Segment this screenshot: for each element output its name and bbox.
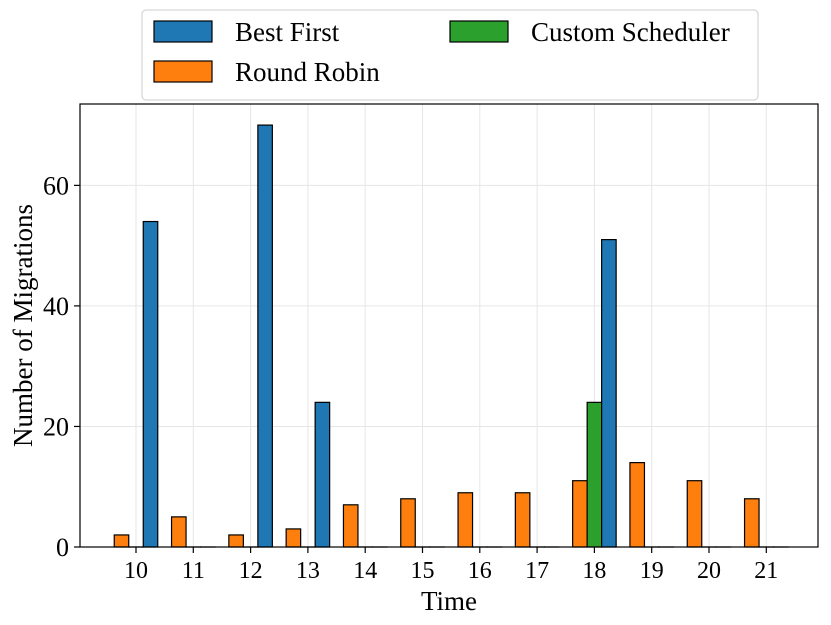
x-tick-label: 13 <box>296 558 320 584</box>
x-tick-label: 18 <box>582 558 606 584</box>
bar-round-robin <box>113 534 130 548</box>
bar-round-robin <box>285 528 302 548</box>
x-tick-label: 17 <box>525 558 549 584</box>
bar-round-robin <box>342 504 359 548</box>
bar-round-robin <box>572 480 588 548</box>
legend-label-round-robin: Round Robin <box>235 57 380 87</box>
bar-round-robin <box>514 492 531 548</box>
y-tick-label: 40 <box>43 292 69 321</box>
bar-best-first <box>257 124 273 548</box>
bar-round-robin <box>457 492 474 548</box>
x-tick-label: 19 <box>640 558 664 584</box>
x-tick-label: 10 <box>124 558 148 584</box>
bar-best-first <box>601 239 617 548</box>
x-tick-label: 11 <box>182 558 205 584</box>
bar-best-first <box>314 401 331 548</box>
y-tick-label: 60 <box>43 171 69 200</box>
x-axis-ticks: 10 11 12 13 14 15 16 17 18 19 20 21 <box>124 547 778 584</box>
y-tick-label: 0 <box>56 533 69 562</box>
x-tick-label: 20 <box>697 558 721 584</box>
legend-label-best-first: Best First <box>235 17 340 47</box>
x-tick-label: 12 <box>239 558 263 584</box>
bars <box>113 124 789 548</box>
x-tick-label: 21 <box>754 558 778 584</box>
legend-swatch-round-robin <box>153 60 213 83</box>
legend-frame <box>141 9 759 101</box>
bar-round-robin <box>686 480 703 548</box>
y-axis-ticks: 0 20 40 60 <box>43 171 80 562</box>
legend-swatch-custom-scheduler <box>449 20 509 43</box>
bar-best-first <box>142 220 159 548</box>
legend: Best First Round Robin Custom Scheduler <box>141 9 759 101</box>
legend-label-custom-scheduler: Custom Scheduler <box>531 17 730 47</box>
bar-round-robin <box>228 534 244 548</box>
x-tick-label: 16 <box>468 558 492 584</box>
y-tick-label: 20 <box>43 412 69 441</box>
bar-round-robin <box>629 462 646 548</box>
x-tick-label: 14 <box>353 558 377 584</box>
grid <box>80 104 818 548</box>
bar-round-robin <box>743 498 760 548</box>
bar-round-robin <box>170 516 187 548</box>
y-axis-label: Number of Migrations <box>8 204 38 447</box>
bar-round-robin <box>400 498 416 548</box>
plot-area-frame <box>79 103 819 548</box>
x-axis-label: Time <box>421 586 477 616</box>
legend-swatch-best-first <box>153 20 213 43</box>
bar-custom-scheduler <box>586 401 603 548</box>
x-tick-label: 15 <box>411 558 435 584</box>
